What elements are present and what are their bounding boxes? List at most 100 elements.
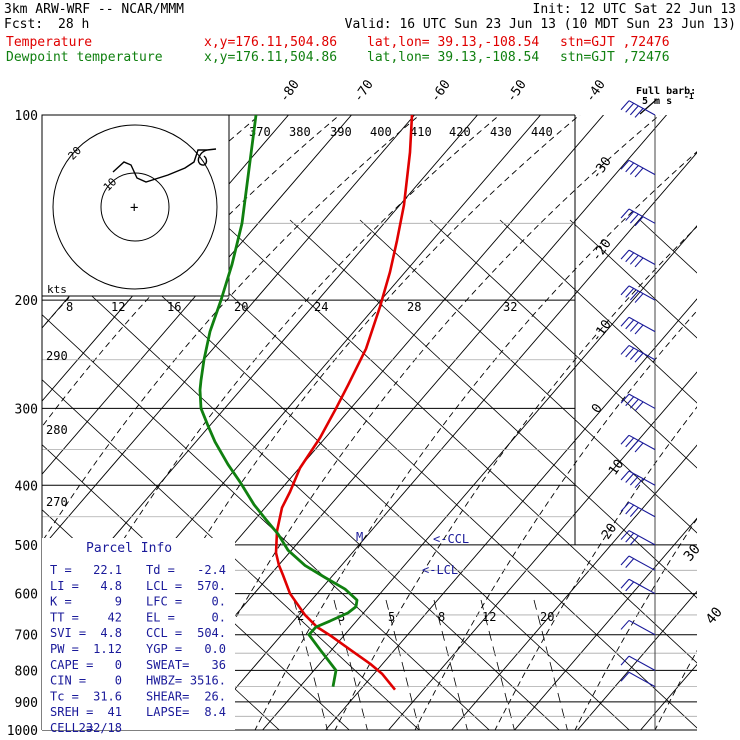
barb-legend-units: 5 m s xyxy=(642,96,672,107)
temperature-profile xyxy=(274,115,414,691)
valid-time: Valid: 16 UTC Sun 23 Jun 13 (10 MDT Sun … xyxy=(344,17,736,32)
barb-feather xyxy=(629,254,639,265)
theta-label: 400 xyxy=(370,125,392,139)
moist-adiabat xyxy=(569,219,697,339)
isotherm xyxy=(199,151,697,730)
parcel-field-value: 41 xyxy=(108,705,122,719)
parcel-field-value: -2.4 xyxy=(197,563,226,577)
temp-latlon: lat,lon= 39.13,-108.54 xyxy=(367,35,540,50)
init-time: Init: 12 UTC Sat 22 Jun 13 xyxy=(532,2,737,17)
isotherm xyxy=(695,90,740,740)
mixing-ratio-label: 8 xyxy=(438,610,445,624)
barb-feather xyxy=(625,504,635,515)
isotherm-label: -50 xyxy=(504,77,530,105)
barb-staff xyxy=(628,159,656,176)
speed-tick-label: 24 xyxy=(314,300,328,314)
barb-feather xyxy=(634,293,644,303)
barb-feather xyxy=(629,398,639,409)
barb-staff xyxy=(628,501,656,518)
isotherm-label: -30 xyxy=(589,154,615,182)
wind-barb xyxy=(620,344,656,363)
barb-feather xyxy=(625,581,635,592)
barb-feather xyxy=(625,437,635,448)
pressure-label: 1000 xyxy=(7,724,38,739)
barb-staff xyxy=(628,470,656,486)
parcel-field-label: SREH = xyxy=(50,705,93,719)
speed-tick-label: 8 xyxy=(66,300,73,314)
wind-barb xyxy=(620,100,656,118)
wind-barb xyxy=(620,159,656,178)
parcel-field-label: Td = xyxy=(146,563,175,577)
parcel-field-label: HWBZ= xyxy=(146,674,182,688)
barb-feather xyxy=(634,257,644,268)
wind-barb xyxy=(620,249,656,268)
barb-feather xyxy=(629,350,639,360)
pressure-label: 300 xyxy=(15,402,38,417)
parcel-field-value: 4.8 xyxy=(100,626,122,640)
barb-feather xyxy=(625,211,635,221)
barb-legend-title: Full barb: xyxy=(636,86,696,97)
theta-e-label: 280 xyxy=(46,423,68,437)
moist-adiabat xyxy=(710,220,740,740)
parcel-field-label: TT = xyxy=(50,610,79,624)
wind-barb xyxy=(620,619,656,636)
moist-adiabat xyxy=(219,219,697,664)
isotherm xyxy=(42,115,416,549)
ccl-marker: <-CCL xyxy=(433,532,469,546)
parcel-info-title: Parcel Info xyxy=(86,541,172,556)
isotherm-label: 10 xyxy=(606,457,627,478)
barb-feather xyxy=(625,102,635,113)
parcel-field-label: YGP = xyxy=(146,642,182,656)
mixing-ratio-label: 20 xyxy=(540,610,554,624)
barb-feather xyxy=(629,213,639,224)
barb-feather xyxy=(625,162,635,173)
parcel-field-value: 42 xyxy=(108,610,122,624)
barb-staff xyxy=(628,578,656,595)
sounding-profiles xyxy=(198,115,414,691)
parcel-field-value: 0. xyxy=(212,610,226,624)
barb-staff xyxy=(628,434,656,451)
parcel-field-label: Tc = xyxy=(50,689,79,703)
barb-feather xyxy=(634,167,644,178)
forecast-hour: 28 h xyxy=(58,17,90,32)
barb-feather xyxy=(620,208,630,219)
parcel-field-label: PW = xyxy=(50,642,79,656)
wind-barb xyxy=(620,671,656,688)
forecast-label: Fcst: xyxy=(4,17,44,32)
barb-feather xyxy=(629,475,639,486)
wind-barb xyxy=(620,285,656,303)
barb-feather xyxy=(620,100,630,111)
barb-feather xyxy=(620,555,630,566)
wind-barb xyxy=(620,208,656,227)
barb-legend-line xyxy=(639,99,657,115)
isotherm-label: -10 xyxy=(589,317,615,345)
parcel-field-value: 0. xyxy=(212,595,226,609)
speed-tick-label: 28 xyxy=(407,300,421,314)
parcel-field-label: CAPE = xyxy=(50,658,93,672)
barb-feather xyxy=(634,352,644,363)
barb-feather xyxy=(634,401,644,412)
model-title: 3km ARW-WRF -- NCAR/MMM xyxy=(4,2,185,17)
isotherm-label: -70 xyxy=(351,77,377,105)
temperature-legend: Temperature xyxy=(6,35,93,50)
wind-barb xyxy=(620,393,656,412)
parcel-field-value: 1.12 xyxy=(93,642,122,656)
pressure-label: 400 xyxy=(15,479,38,494)
theta-label: 430 xyxy=(490,125,512,139)
parcel-field-label: EL = xyxy=(146,610,175,624)
wind-barb xyxy=(620,555,656,571)
parcel-field-label: SHEAR= xyxy=(146,689,189,703)
parcel-info-bg xyxy=(42,538,235,730)
dry-adiabat xyxy=(730,90,740,740)
temp-stn: stn=GJT ,72476 xyxy=(560,35,670,50)
barb-staff xyxy=(628,655,656,671)
barb-feather xyxy=(634,442,644,453)
theta-label: 410 xyxy=(410,125,432,139)
dew-stn: stn=GJT ,72476 xyxy=(560,50,670,65)
barb-feather xyxy=(629,535,639,546)
barb-feather xyxy=(625,558,635,568)
moist-adiabat xyxy=(499,219,697,404)
isotherm-label: -40 xyxy=(583,77,609,105)
isotherm-label: -80 xyxy=(277,77,303,105)
